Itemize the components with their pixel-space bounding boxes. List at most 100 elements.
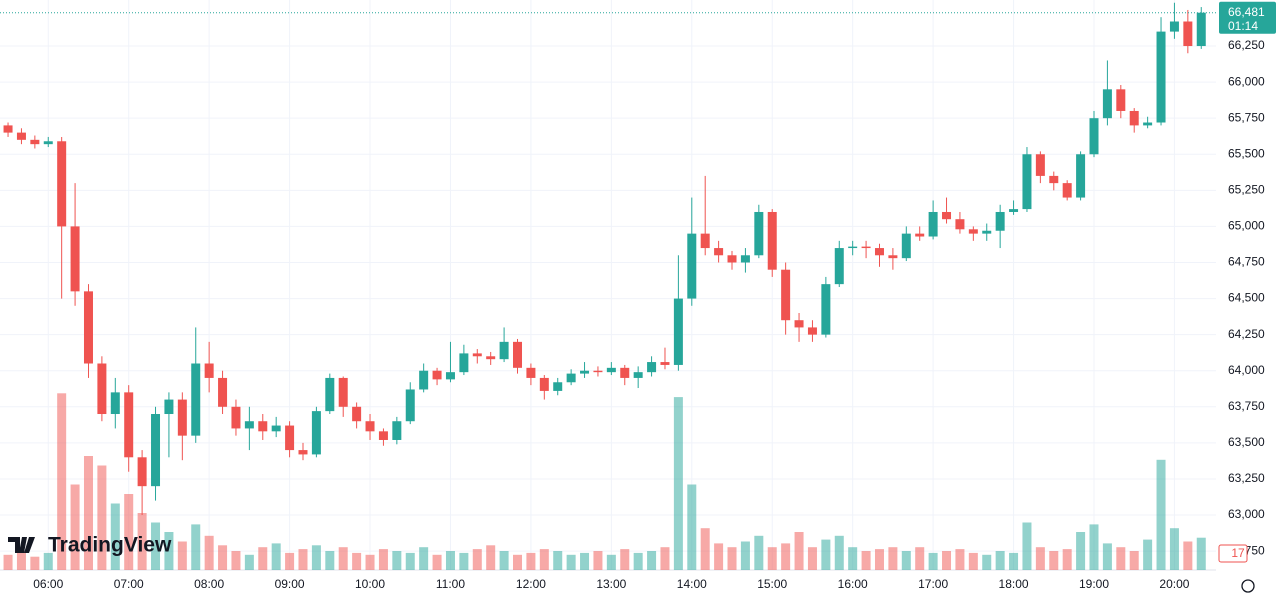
candle-body xyxy=(83,291,93,364)
volume-bar xyxy=(1049,551,1059,570)
volume-bar xyxy=(1035,547,1045,570)
volume-bar xyxy=(164,532,174,570)
candle-body xyxy=(191,363,201,436)
y-tick-label: 65,250 xyxy=(1228,183,1265,197)
volume-bar xyxy=(995,551,1005,570)
candle-body xyxy=(392,421,402,440)
x-tick-label: 17:00 xyxy=(918,577,948,591)
volume-bar xyxy=(1062,549,1072,570)
volume-bar xyxy=(901,551,911,570)
volume-bar xyxy=(151,522,161,570)
candle-body xyxy=(271,425,281,432)
volume-bar xyxy=(1129,551,1139,570)
volume-bar xyxy=(1156,459,1166,570)
volume-bar xyxy=(244,554,254,570)
logo-icon xyxy=(8,537,35,553)
candle-body xyxy=(352,406,362,422)
y-tick-label: 64,250 xyxy=(1228,327,1265,341)
volume-bar xyxy=(848,547,858,570)
y-tick-label: 63,000 xyxy=(1228,507,1265,521)
candle-body xyxy=(1009,209,1019,212)
candle-body xyxy=(97,363,107,415)
volume-bar xyxy=(714,543,724,570)
candle-body xyxy=(486,356,496,360)
volume-bar xyxy=(513,554,523,570)
candle-body xyxy=(338,377,348,407)
candle-body xyxy=(325,377,335,412)
candle-body xyxy=(647,362,657,373)
x-tick-label: 15:00 xyxy=(757,577,787,591)
x-tick-label: 16:00 xyxy=(838,577,868,591)
y-tick-label: 64,750 xyxy=(1228,255,1265,269)
volume-bar xyxy=(982,554,992,570)
volume-bar xyxy=(258,547,268,570)
x-tick-label: 06:00 xyxy=(33,577,63,591)
x-tick-label: 11:00 xyxy=(436,577,465,591)
candle-body xyxy=(982,230,992,234)
candle-body xyxy=(1049,175,1059,184)
last-price-badge xyxy=(1219,1,1276,34)
candle-body xyxy=(3,125,13,133)
volume-bar xyxy=(325,551,335,570)
y-tick-label: 63,750 xyxy=(1228,399,1265,413)
volume-bar xyxy=(794,532,804,570)
volume-bar xyxy=(3,554,13,570)
candle-body xyxy=(968,229,978,234)
candle-body xyxy=(513,341,523,368)
volume-bar xyxy=(338,547,348,570)
candle-body xyxy=(687,233,697,299)
volume-bar xyxy=(566,554,576,570)
volume-bar xyxy=(687,484,697,570)
candle-body xyxy=(1076,154,1086,198)
volume-bar xyxy=(43,552,53,570)
last-price-label: 66,481 xyxy=(1228,5,1265,19)
candle-body xyxy=(432,370,442,380)
volume-bar xyxy=(968,552,978,570)
volume-bar xyxy=(834,535,844,570)
volume-bar xyxy=(285,552,295,570)
volume-bar xyxy=(124,494,134,570)
candle-body xyxy=(1143,122,1153,126)
x-tick-label: 19:00 xyxy=(1079,577,1109,591)
candle-body xyxy=(419,370,429,390)
volume-bar xyxy=(30,556,40,570)
volume-badge xyxy=(1218,544,1248,563)
candle-body xyxy=(834,248,844,285)
candle-body xyxy=(378,431,388,440)
y-tick-label: 63,500 xyxy=(1228,435,1265,449)
candle-body xyxy=(1129,110,1139,126)
candle-body xyxy=(16,132,26,140)
y-tick-label: 65,500 xyxy=(1228,146,1265,160)
price-axis-panel xyxy=(1216,0,1280,601)
candle-body xyxy=(620,367,630,378)
volume-bar xyxy=(915,547,925,570)
candle-body xyxy=(218,377,228,407)
volume-bar xyxy=(606,554,616,570)
candle-body xyxy=(915,233,925,237)
candle-body xyxy=(821,284,831,335)
candle-body xyxy=(70,226,80,292)
x-tick-label: 20:00 xyxy=(1159,577,1189,591)
candle-body xyxy=(124,392,134,458)
candle-body xyxy=(1196,12,1206,47)
candle-body xyxy=(365,421,375,432)
candle-body xyxy=(553,382,563,391)
volume-bar xyxy=(231,551,241,570)
candle-body xyxy=(767,211,777,270)
candle-body xyxy=(43,141,53,145)
candle-body xyxy=(861,246,871,249)
volume-bar xyxy=(807,547,817,570)
volume-bar xyxy=(1169,528,1179,570)
candle-body xyxy=(285,425,295,451)
candle-body xyxy=(593,370,603,373)
settings-icon[interactable] xyxy=(1241,579,1255,593)
x-tick-label: 12:00 xyxy=(516,577,546,591)
volume-bar xyxy=(499,551,509,570)
candle-body xyxy=(660,362,670,365)
candle-body xyxy=(754,211,764,256)
candle-body xyxy=(995,211,1005,231)
candle-body xyxy=(901,233,911,259)
candle-body xyxy=(526,367,536,378)
volume-bar xyxy=(1022,522,1032,570)
y-tick-label: 65,000 xyxy=(1228,219,1265,233)
